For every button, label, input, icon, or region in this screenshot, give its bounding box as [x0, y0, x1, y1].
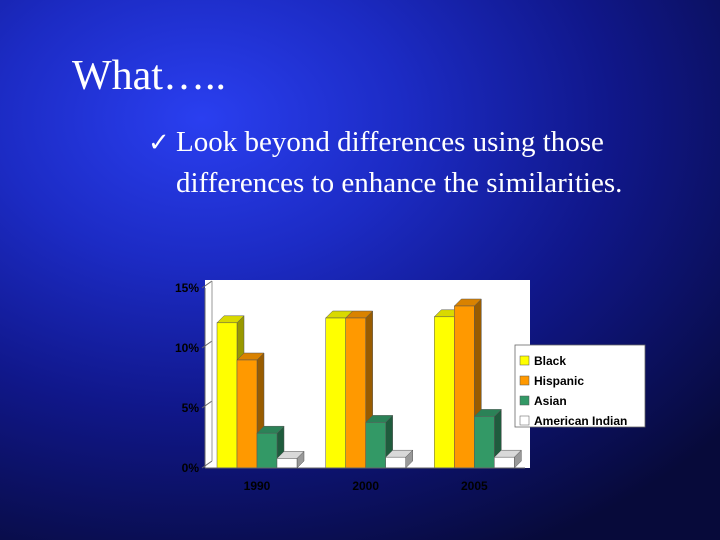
bar-front: [434, 316, 455, 469]
legend-box: [514, 344, 646, 428]
y-axis: 0% 5% 10% 15%: [175, 280, 213, 475]
bullet-point: ✓ Look beyond differences using those dif…: [148, 122, 688, 203]
bar-front: [216, 322, 238, 469]
bar-front: [325, 317, 346, 469]
y-tick-label: 15%: [175, 281, 199, 295]
bullet-text-line-1: Look beyond differences using those: [176, 126, 604, 158]
legend-swatch: [519, 375, 530, 386]
y-tick-mark: [201, 280, 213, 289]
y-tick-mark: [201, 460, 213, 469]
bars: [216, 298, 522, 469]
legend-label: Black: [534, 354, 566, 368]
bar-front: [494, 456, 515, 469]
bullet-text-line-2: differences to enhance the similarities.: [176, 167, 623, 199]
checkmark-icon: ✓: [148, 128, 170, 157]
bar-front: [276, 458, 298, 469]
legend-label: Asian: [534, 394, 567, 408]
bar-front: [256, 432, 278, 469]
legend-label: American Indian: [534, 414, 627, 428]
bar-front: [236, 359, 258, 469]
x-tick-label: 2000: [352, 479, 379, 493]
legend-swatch: [519, 415, 530, 426]
bar-american-indian-2000: [385, 449, 414, 469]
bar-chart: 0% 5% 10% 15% 1990 2000 2005 Black Hispanic Asi…: [175, 280, 646, 493]
legend: Black Hispanic Asian American Indian: [514, 344, 646, 428]
bar-front: [474, 416, 495, 469]
y-tick-mark: [201, 400, 213, 409]
x-tick-label: 2005: [461, 479, 488, 493]
legend-swatch: [519, 355, 530, 366]
bar-front: [345, 317, 366, 469]
y-tick-label: 5%: [182, 401, 200, 415]
slide-title: What…..: [72, 53, 226, 99]
bar-front: [454, 305, 475, 469]
y-tick-mark: [201, 340, 213, 349]
bar-front: [385, 456, 406, 469]
bar-american-indian-2005: [493, 449, 522, 469]
y-tick-label: 0%: [182, 461, 200, 475]
y-tick-label: 10%: [175, 341, 199, 355]
legend-swatch: [519, 395, 530, 406]
x-axis: 1990 2000 2005: [205, 467, 525, 493]
x-tick-label: 1990: [244, 479, 271, 493]
legend-label: Hispanic: [534, 374, 584, 388]
bar-front: [365, 422, 386, 469]
